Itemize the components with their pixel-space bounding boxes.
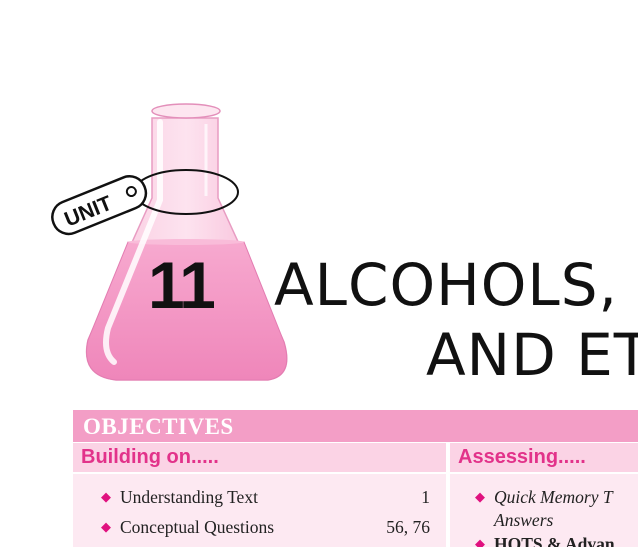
objectives-box: OBJECTIVES Building on..... ◆ Understand… — [73, 410, 638, 547]
diamond-bullet-icon: ◆ — [101, 489, 111, 504]
unit-number: 11 — [148, 248, 216, 322]
flask-rim — [151, 103, 221, 119]
assessing-heading: Assessing..... — [450, 443, 638, 472]
chapter-title-line-2: AND ET — [426, 321, 638, 389]
assessing-column: Assessing..... ◆ Quick Memory T Answers … — [450, 443, 638, 547]
flask-liquid — [86, 241, 288, 381]
chapter-title-line-1: ALCOHOLS, — [274, 251, 618, 319]
unit-tag: UNIT — [51, 175, 148, 236]
building-on-column: Building on..... ◆ Understanding Text 1 … — [73, 443, 446, 547]
diamond-bullet-icon: ◆ — [475, 489, 485, 504]
building-on-heading: Building on..... — [73, 443, 446, 472]
diamond-bullet-icon: ◆ — [475, 536, 485, 547]
diamond-bullet-icon: ◆ — [101, 519, 111, 534]
objectives-heading: OBJECTIVES — [73, 410, 638, 442]
